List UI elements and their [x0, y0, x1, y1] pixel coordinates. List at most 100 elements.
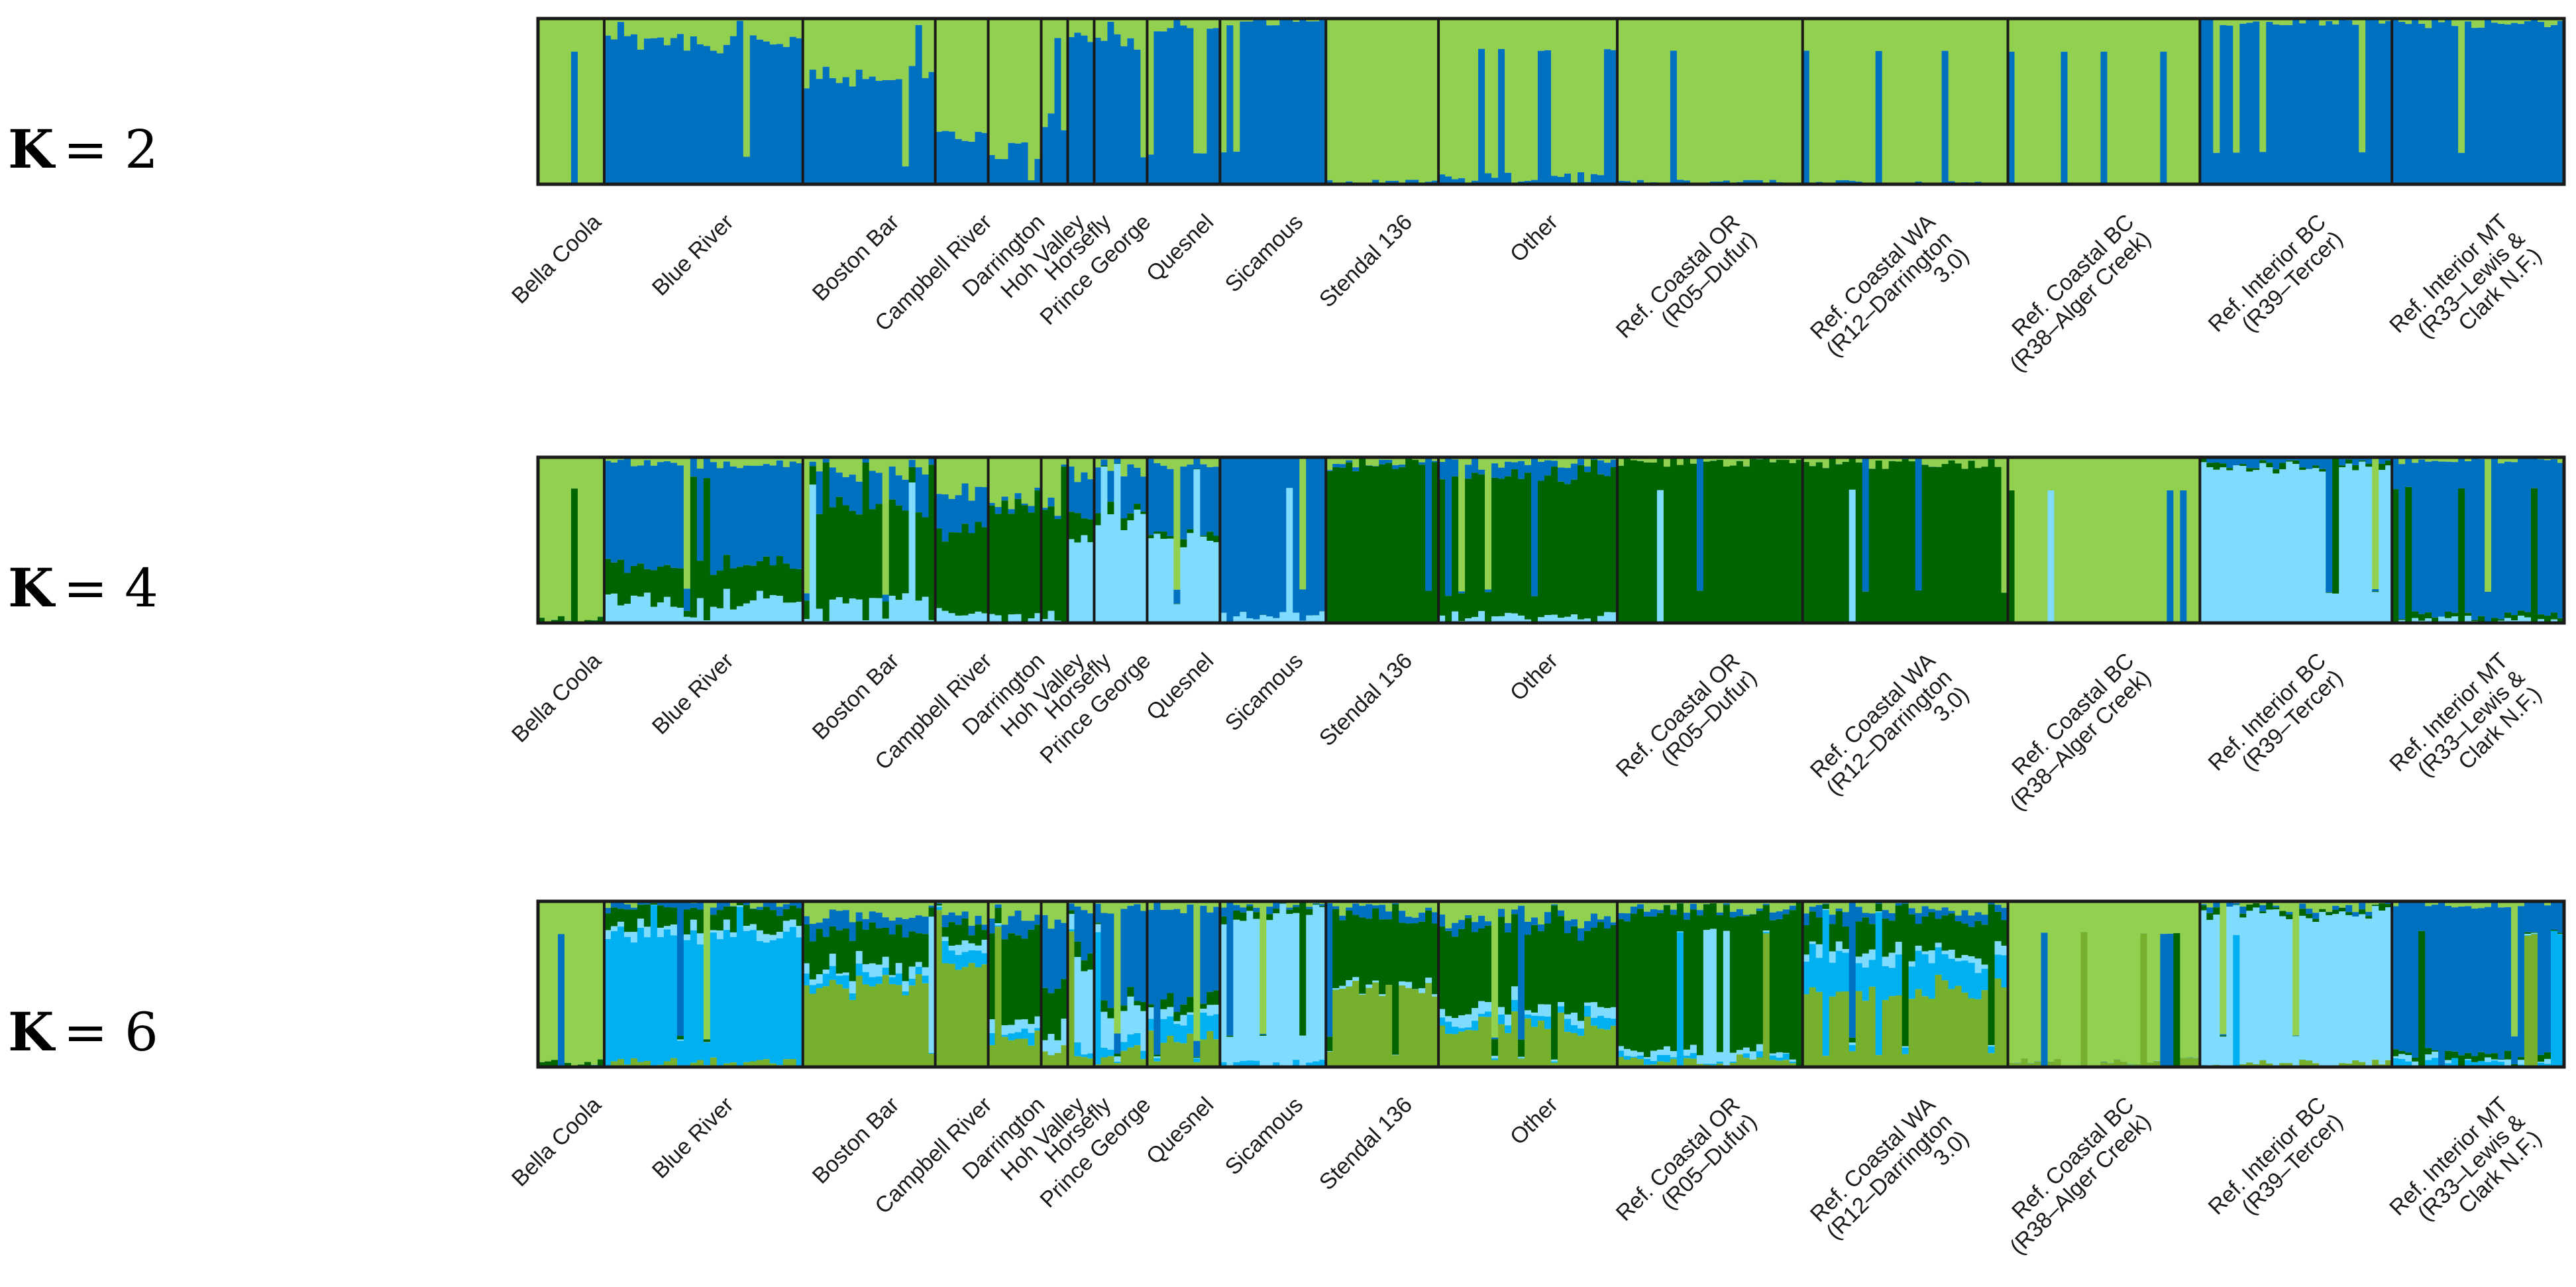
ancestry-segment — [749, 909, 757, 924]
ancestry-segment — [756, 465, 764, 561]
ancestry-segment — [1928, 467, 1936, 623]
ancestry-segment — [2133, 457, 2141, 623]
ancestry-segment — [1081, 960, 1089, 972]
ancestry-segment — [1974, 921, 1982, 959]
ancestry-segment — [650, 905, 658, 1067]
ancestry-segment — [1961, 469, 1969, 623]
ancestry-segment — [1094, 467, 1102, 514]
ancestry-segment — [1590, 927, 1598, 1003]
ancestry-segment — [1299, 589, 1307, 621]
ancestry-segment — [2233, 465, 2240, 623]
ancestry-segment — [1915, 924, 1923, 946]
ancestry-segment — [1352, 19, 1360, 184]
ancestry-segment — [2425, 1054, 2432, 1060]
ancestry-segment — [2458, 152, 2465, 184]
ancestry-segment — [1895, 995, 1903, 1067]
ancestry-segment — [789, 457, 797, 462]
ancestry-segment — [1359, 459, 1366, 623]
ancestry-segment — [2345, 459, 2353, 464]
ancestry-segment — [2021, 19, 2029, 184]
ancestry-segment — [643, 460, 651, 569]
ancestry-segment — [1021, 503, 1029, 506]
ancestry-segment — [2074, 457, 2082, 623]
ancestry-segment — [1114, 463, 1122, 465]
ancestry-segment — [1167, 1007, 1174, 1017]
ancestry-segment — [1087, 19, 1095, 42]
ancestry-segment — [1676, 903, 1684, 932]
ancestry-segment — [1683, 1055, 1691, 1058]
ancestry-segment — [2511, 462, 2518, 616]
population-label: Sicamous — [1220, 648, 1308, 736]
ancestry-segment — [2372, 1060, 2379, 1067]
ancestry-segment — [988, 1033, 996, 1046]
ancestry-segment — [2114, 457, 2121, 623]
ancestry-segment — [2306, 1060, 2313, 1067]
ancestry-segment — [1140, 19, 1148, 158]
ancestry-segment — [703, 19, 711, 46]
ancestry-segment — [849, 901, 857, 923]
ancestry-segment — [1955, 915, 1962, 922]
ancestry-segment — [1120, 530, 1128, 623]
population-0 — [538, 19, 605, 185]
ancestry-segment — [657, 567, 665, 603]
ancestry-segment — [1597, 175, 1605, 184]
ancestry-segment — [2054, 19, 2062, 184]
ancestry-segment — [855, 912, 863, 922]
ancestry-segment — [1253, 457, 1260, 620]
ancestry-segment — [729, 466, 737, 569]
ancestry-segment — [902, 479, 910, 511]
ancestry-segment — [1147, 538, 1154, 623]
ancestry-segment — [1538, 930, 1545, 1005]
ancestry-segment — [2557, 902, 2565, 933]
ancestry-segment — [1160, 1042, 1167, 1067]
ancestry-segment — [981, 613, 989, 623]
ancestry-segment — [1921, 916, 1929, 952]
ancestry-segment — [2478, 901, 2485, 909]
ancestry-segment — [716, 19, 724, 54]
ancestry-segment — [928, 917, 936, 1053]
ancestry-segment — [855, 963, 863, 976]
population-3 — [935, 901, 989, 1067]
ancestry-segment — [663, 596, 671, 623]
ancestry-segment — [1577, 459, 1585, 465]
ancestry-segment — [2339, 901, 2346, 908]
ancestry-segment — [1140, 1050, 1148, 1060]
ancestry-segment — [1974, 958, 1982, 974]
ancestry-segment — [1485, 1002, 1492, 1012]
ancestry-segment — [1603, 49, 1611, 185]
ancestry-segment — [1081, 518, 1089, 535]
population-9 — [1220, 457, 1326, 623]
ancestry-segment — [1167, 19, 1174, 28]
ancestry-segment — [975, 967, 983, 1067]
ancestry-segment — [1472, 180, 1479, 184]
ancestry-segment — [809, 985, 817, 994]
ancestry-segment — [1385, 19, 1393, 181]
ancestry-segment — [551, 19, 559, 184]
ancestry-segment — [2054, 1058, 2062, 1067]
ancestry-segment — [1676, 931, 1684, 932]
ancestry-segment — [2319, 901, 2326, 909]
ancestry-segment — [1346, 462, 1353, 623]
ancestry-segment — [1266, 901, 1273, 907]
ancestry-segment — [1862, 901, 1870, 913]
ancestry-segment — [2107, 1063, 2115, 1067]
ancestry-segment — [1047, 1055, 1055, 1067]
ancestry-segment — [657, 462, 665, 567]
ancestry-segment — [2213, 463, 2220, 470]
ancestry-segment — [1432, 994, 1439, 997]
ancestry-segment — [776, 901, 784, 907]
ancestry-segment — [1505, 172, 1512, 184]
ancestry-segment — [1028, 1024, 1036, 1033]
ancestry-segment — [1868, 924, 1876, 950]
ancestry-segment — [994, 925, 1002, 927]
ancestry-segment — [1134, 467, 1141, 504]
ancestry-segment — [2014, 1063, 2022, 1067]
ancestry-segment — [1842, 926, 1850, 950]
ancestry-segment — [584, 901, 592, 1062]
ancestry-segment — [2538, 614, 2545, 620]
ancestry-segment — [981, 953, 989, 965]
ancestry-segment — [2504, 612, 2512, 618]
ancestry-segment — [1842, 461, 1850, 623]
ancestry-segment — [2471, 1056, 2479, 1062]
k-label: K = 4 — [8, 557, 158, 619]
